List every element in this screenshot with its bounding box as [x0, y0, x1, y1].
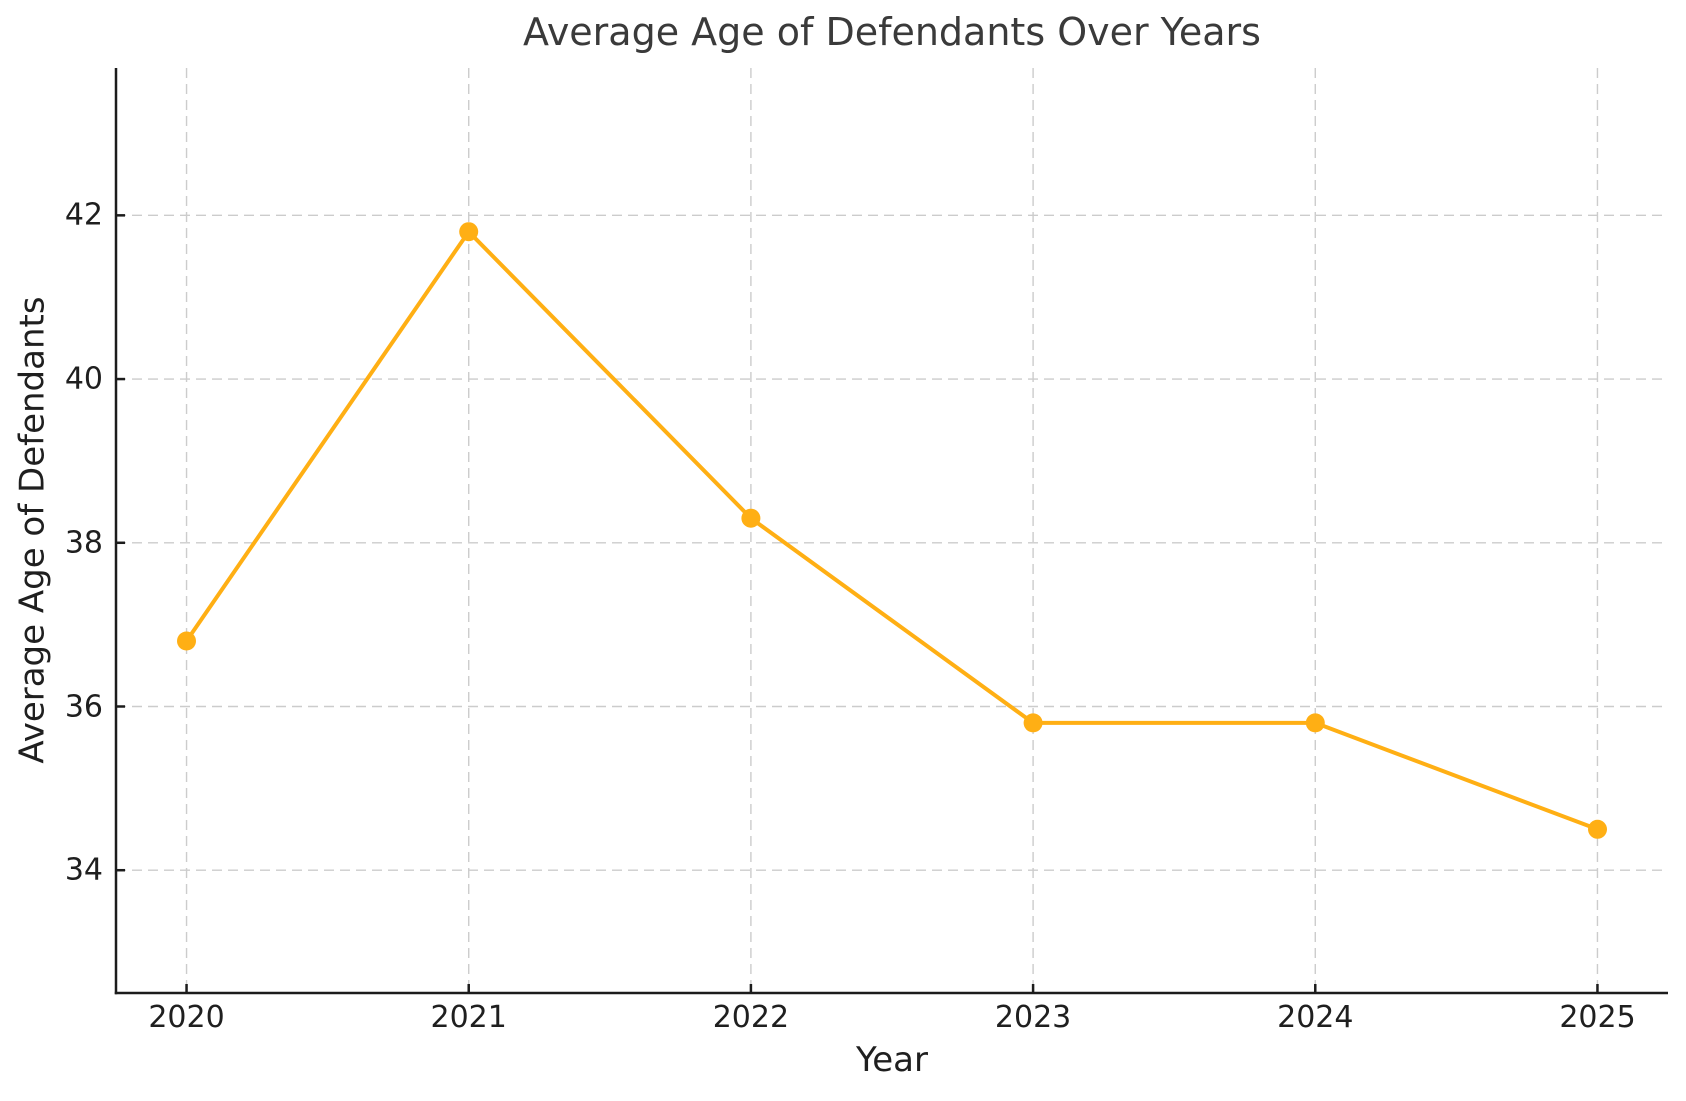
x-tick-label: 2025	[1559, 1000, 1636, 1035]
y-tick-label: 34	[64, 852, 103, 888]
y-tick-label: 36	[64, 689, 103, 724]
x-axis-label: Year	[856, 1040, 928, 1080]
x-tick-label: 2022	[712, 1000, 790, 1035]
y-tick-label: 40	[64, 361, 103, 397]
data-point-marker	[459, 222, 479, 242]
data-point-marker	[741, 508, 761, 528]
trend-line	[184, 229, 1600, 832]
chart-title: Average Age of Defendants Over Years	[523, 10, 1261, 54]
x-tick-label: 2023	[994, 1000, 1072, 1035]
x-tick-label: 2021	[430, 1000, 507, 1035]
data-point-marker	[1305, 713, 1325, 733]
x-tick-label: 2020	[148, 1000, 225, 1035]
data-point-marker	[1588, 819, 1607, 839]
data-point-marker	[1023, 713, 1043, 733]
y-tick-label: 42	[64, 197, 103, 233]
data-point-marker	[177, 631, 196, 651]
x-tick-label: 2024	[1277, 1000, 1354, 1035]
y-tick-label: 38	[64, 525, 103, 561]
